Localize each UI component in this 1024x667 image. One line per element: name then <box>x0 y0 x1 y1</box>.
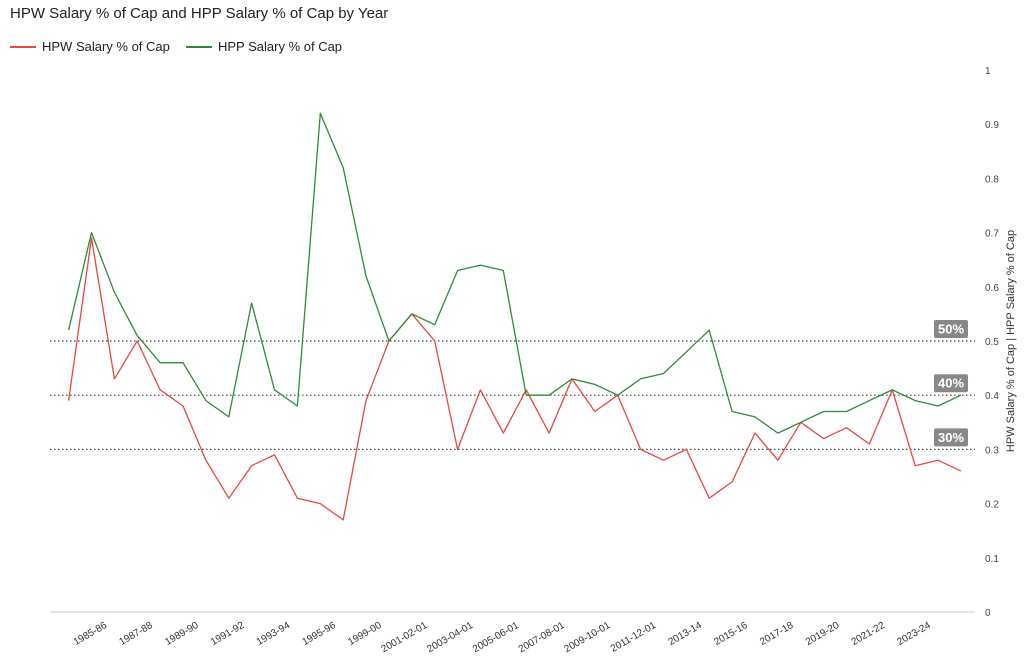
legend-item-hpw[interactable]: HPW Salary % of Cap <box>10 39 170 54</box>
reference-label: 50% <box>938 322 964 337</box>
legend-label-hpw: HPW Salary % of Cap <box>42 39 170 54</box>
legend-item-hpp[interactable]: HPP Salary % of Cap <box>186 39 342 54</box>
x-tick-label: 2003-04-01 <box>425 620 475 655</box>
y-tick-label: 0.4 <box>985 391 999 402</box>
reference-badge <box>934 374 968 393</box>
y-tick-label: 0.1 <box>985 554 999 565</box>
x-tick-label: 2019-20 <box>804 620 842 648</box>
x-tick-label: 2007-08-01 <box>517 620 567 655</box>
y-tick-label: 0.9 <box>985 120 999 131</box>
legend-swatch-hpp <box>186 45 212 48</box>
y-tick-label: 0.7 <box>985 229 999 240</box>
reference-label: 40% <box>938 376 964 391</box>
legend-swatch-hpw <box>10 45 36 48</box>
x-tick-label: 1989-90 <box>163 620 201 648</box>
x-tick-label: 2011-12-01 <box>609 620 659 655</box>
y-tick-label: 0.3 <box>985 445 999 456</box>
reference-label: 30% <box>938 430 964 445</box>
y-axis-title: HPW Salary % of Cap | HPP Salary % of Ca… <box>1005 230 1017 452</box>
chart-title: HPW Salary % of Cap and HPP Salary % of … <box>10 5 389 22</box>
y-tick-label: 0.6 <box>985 283 999 294</box>
x-tick-label: 1987-88 <box>117 620 155 648</box>
x-tick-label: 1993-94 <box>255 620 293 648</box>
y-tick-label: 1 <box>985 66 991 77</box>
x-tick-label: 1999-00 <box>346 620 384 648</box>
y-tick-label: 0.8 <box>985 174 999 185</box>
x-tick-label: 1985-86 <box>72 620 110 648</box>
reference-badge <box>934 428 968 447</box>
x-tick-label: 1991-92 <box>209 620 247 648</box>
x-tick-label: 2001-02-01 <box>379 620 429 655</box>
x-tick-label: 2017-18 <box>758 620 796 648</box>
x-tick-label: 2013-14 <box>667 620 705 648</box>
reference-badge <box>934 320 968 338</box>
y-tick-label: 0.2 <box>985 500 999 511</box>
y-tick-label: 0 <box>985 608 991 619</box>
x-tick-label: 2021-22 <box>850 620 888 648</box>
x-tick-label: 2009-10-01 <box>563 620 613 655</box>
x-tick-label: 1995-96 <box>300 620 338 648</box>
legend-label-hpp: HPP Salary % of Cap <box>218 39 343 54</box>
x-tick-label: 2015-16 <box>712 620 750 648</box>
y-tick-label: 0.5 <box>985 337 999 348</box>
series-line-hpp <box>67 112 962 434</box>
x-tick-label: 2005-06-01 <box>471 620 521 655</box>
series-line-hpw <box>67 237 962 521</box>
x-tick-label: 2023-24 <box>895 620 933 648</box>
